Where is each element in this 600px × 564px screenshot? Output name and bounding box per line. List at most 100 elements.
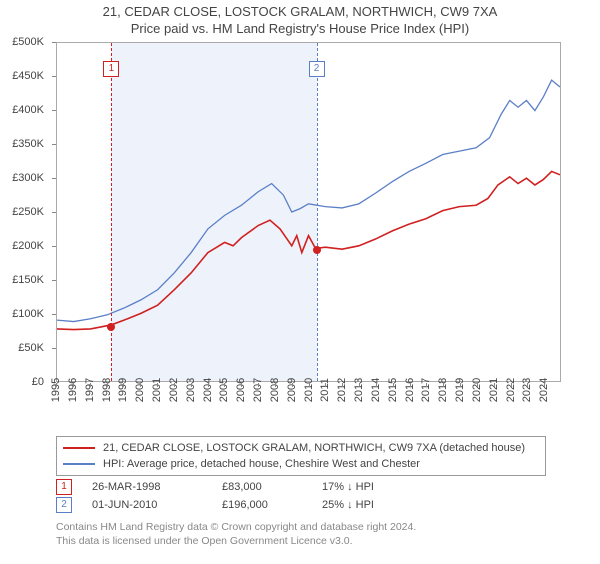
- x-axis-label: 2018: [437, 378, 449, 402]
- plot-area: 12: [56, 42, 561, 382]
- x-axis-label: 2021: [488, 378, 500, 402]
- x-tick: [443, 383, 444, 387]
- y-axis-label: £0: [0, 376, 44, 388]
- chart-lines: [57, 43, 560, 381]
- y-tick: [52, 178, 56, 179]
- x-tick: [527, 383, 528, 387]
- x-axis-label: 2001: [151, 378, 163, 402]
- license-line-2: This data is licensed under the Open Gov…: [56, 534, 546, 548]
- x-tick: [107, 383, 108, 387]
- x-tick: [544, 383, 545, 387]
- x-axis-label: 2002: [168, 378, 180, 402]
- legend-swatch-1: [63, 463, 95, 465]
- x-axis-label: 1998: [101, 378, 113, 402]
- x-tick: [258, 383, 259, 387]
- x-tick: [73, 383, 74, 387]
- x-axis-label: 2010: [303, 378, 315, 402]
- x-tick: [241, 383, 242, 387]
- x-axis-label: 1999: [117, 378, 129, 402]
- x-axis-label: 2020: [471, 378, 483, 402]
- y-axis-label: £350K: [0, 138, 44, 150]
- sale-point-dot: [313, 246, 321, 254]
- x-axis-label: 2014: [370, 378, 382, 402]
- sale-row-box-1: 2: [56, 497, 72, 513]
- sale-row-delta-1: 25% ↓ HPI: [322, 499, 374, 511]
- x-tick: [292, 383, 293, 387]
- x-axis-label: 1997: [84, 378, 96, 402]
- y-tick: [52, 110, 56, 111]
- y-tick: [52, 314, 56, 315]
- x-axis-label: 2011: [319, 378, 331, 402]
- series-line-price_paid: [57, 171, 560, 329]
- chart: 12 £0£50K£100K£150K£200K£250K£300K£350K£…: [6, 42, 566, 422]
- x-tick: [191, 383, 192, 387]
- x-tick: [342, 383, 343, 387]
- x-tick: [494, 383, 495, 387]
- x-axis-label: 2023: [521, 378, 533, 402]
- x-axis-label: 2005: [218, 378, 230, 402]
- y-axis-label: £50K: [0, 342, 44, 354]
- x-axis-label: 2004: [202, 378, 214, 402]
- x-axis-label: 2000: [134, 378, 146, 402]
- y-axis-label: £100K: [0, 308, 44, 320]
- y-tick: [52, 246, 56, 247]
- title-address: 21, CEDAR CLOSE, LOSTOCK GRALAM, NORTHWI…: [0, 4, 600, 19]
- x-axis-label: 2013: [353, 378, 365, 402]
- x-tick: [208, 383, 209, 387]
- x-tick: [90, 383, 91, 387]
- x-axis-label: 2007: [252, 378, 264, 402]
- sale-marker-line: [317, 43, 318, 381]
- legend-label-0: 21, CEDAR CLOSE, LOSTOCK GRALAM, NORTHWI…: [103, 442, 525, 454]
- y-axis-label: £150K: [0, 274, 44, 286]
- y-tick: [52, 212, 56, 213]
- x-axis-label: 2012: [336, 378, 348, 402]
- sale-row-price-0: £83,000: [222, 481, 322, 493]
- y-tick: [52, 144, 56, 145]
- x-axis-label: 2017: [420, 378, 432, 402]
- y-tick: [52, 42, 56, 43]
- y-tick: [52, 280, 56, 281]
- sale-row-delta-0: 17% ↓ HPI: [322, 481, 374, 493]
- x-tick: [460, 383, 461, 387]
- x-tick: [325, 383, 326, 387]
- license-text: Contains HM Land Registry data © Crown c…: [56, 520, 546, 548]
- sale-table: 1 26-MAR-1998 £83,000 17% ↓ HPI 2 01-JUN…: [56, 478, 546, 548]
- x-tick: [477, 383, 478, 387]
- x-tick: [309, 383, 310, 387]
- license-line-1: Contains HM Land Registry data © Crown c…: [56, 520, 546, 534]
- x-axis-label: 2016: [404, 378, 416, 402]
- x-tick: [410, 383, 411, 387]
- y-axis-label: £300K: [0, 172, 44, 184]
- x-axis-label: 2024: [538, 378, 550, 402]
- sale-row-price-1: £196,000: [222, 499, 322, 511]
- x-tick: [123, 383, 124, 387]
- x-tick: [56, 383, 57, 387]
- y-tick: [52, 76, 56, 77]
- x-axis-label: 2015: [387, 378, 399, 402]
- x-axis-label: 2003: [185, 378, 197, 402]
- x-tick: [359, 383, 360, 387]
- x-axis-label: 2008: [269, 378, 281, 402]
- y-axis-label: £450K: [0, 70, 44, 82]
- x-tick: [376, 383, 377, 387]
- y-axis-label: £500K: [0, 36, 44, 48]
- x-axis-label: 2022: [505, 378, 517, 402]
- sale-row-0: 1 26-MAR-1998 £83,000 17% ↓ HPI: [56, 478, 546, 496]
- sale-marker-box: 1: [103, 61, 119, 77]
- x-axis-label: 2009: [286, 378, 298, 402]
- title-subtitle: Price paid vs. HM Land Registry's House …: [0, 21, 600, 36]
- x-tick: [426, 383, 427, 387]
- sale-point-dot: [107, 323, 115, 331]
- y-axis-label: £250K: [0, 206, 44, 218]
- y-tick: [52, 348, 56, 349]
- x-axis-label: 1995: [50, 378, 62, 402]
- x-tick: [174, 383, 175, 387]
- x-axis-label: 2019: [454, 378, 466, 402]
- x-axis-label: 2006: [235, 378, 247, 402]
- y-axis-label: £400K: [0, 104, 44, 116]
- y-axis-label: £200K: [0, 240, 44, 252]
- x-tick: [393, 383, 394, 387]
- legend: 21, CEDAR CLOSE, LOSTOCK GRALAM, NORTHWI…: [56, 436, 546, 476]
- x-tick: [275, 383, 276, 387]
- x-tick: [157, 383, 158, 387]
